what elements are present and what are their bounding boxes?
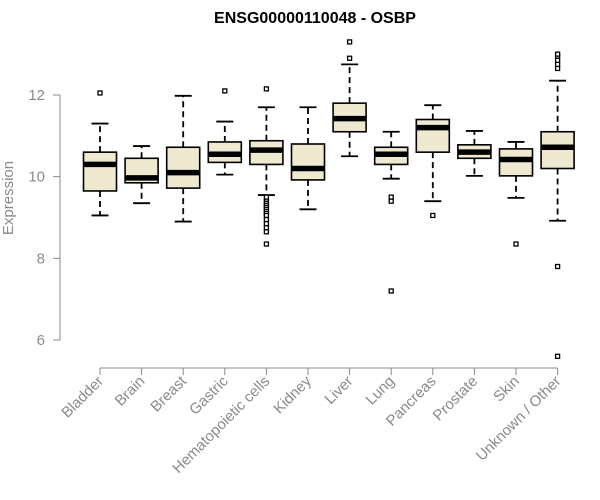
outlier-point bbox=[554, 263, 561, 270]
x-tick-label: Bladder bbox=[58, 373, 107, 422]
outlier-point bbox=[263, 225, 270, 231]
chart-title: ENSG00000110048 - OSBP bbox=[214, 10, 416, 27]
iqr-box bbox=[165, 146, 201, 189]
outlier-point bbox=[388, 288, 394, 294]
y-tick-label: 8 bbox=[37, 250, 45, 267]
y-tick-label: 12 bbox=[28, 87, 45, 104]
y-tick-label: 6 bbox=[37, 332, 45, 349]
outlier-point bbox=[263, 241, 270, 247]
outlier-point bbox=[430, 212, 436, 219]
outlier-point bbox=[263, 216, 270, 223]
outlier-point bbox=[513, 241, 519, 247]
x-tick-label: Prostate bbox=[430, 373, 482, 425]
outlier-point bbox=[263, 86, 270, 92]
outlier-point bbox=[263, 194, 270, 200]
x-tick-label: Liver bbox=[321, 373, 356, 408]
outlier-point bbox=[388, 198, 394, 204]
x-tick-label: Breast bbox=[147, 372, 190, 415]
x-tick-label: Lung bbox=[362, 373, 398, 409]
y-tick-label: 10 bbox=[28, 169, 45, 186]
iqr-box bbox=[415, 118, 451, 153]
outlier-point bbox=[222, 88, 228, 94]
x-tick-label: Skin bbox=[490, 373, 523, 406]
outlier-point bbox=[263, 220, 270, 227]
y-axis-label: Expression bbox=[0, 161, 17, 235]
iqr-box bbox=[498, 148, 534, 177]
iqr-box bbox=[540, 130, 575, 170]
outlier-point bbox=[554, 51, 561, 57]
outlier-point bbox=[346, 39, 353, 45]
iqr-box bbox=[290, 143, 326, 181]
x-tick-label: Brain bbox=[112, 373, 149, 410]
outlier-point bbox=[346, 55, 353, 61]
outlier-point bbox=[554, 65, 561, 72]
outlier-point bbox=[263, 229, 270, 235]
outlier-point bbox=[554, 61, 561, 68]
outlier-point bbox=[97, 90, 103, 96]
outlier-point bbox=[554, 57, 561, 63]
iqr-box bbox=[82, 151, 118, 192]
x-tick-label: Kidney bbox=[270, 372, 315, 417]
outlier-point bbox=[554, 353, 561, 359]
outlier-point bbox=[388, 194, 394, 200]
outlier-point bbox=[263, 212, 270, 219]
